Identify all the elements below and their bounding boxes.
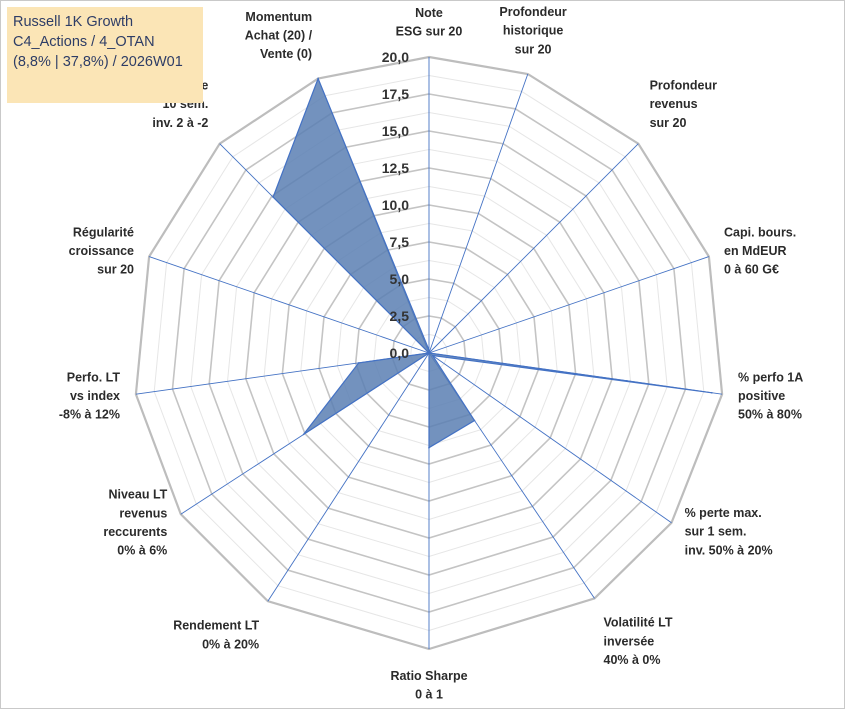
radar-series bbox=[272, 76, 713, 449]
axis-label-line: 0% à 6% bbox=[117, 544, 167, 558]
axis-label-13: Momentum Achat (20) / Vente (0) bbox=[245, 10, 313, 61]
axis-label-line: % perfo 1A bbox=[738, 371, 803, 385]
axis-label-0: Note ESG sur 20 bbox=[396, 6, 463, 39]
series-point-7 bbox=[473, 419, 476, 422]
axis-label-line: sur 20 bbox=[97, 263, 134, 277]
chart-period: (8,8% | 37,8%) / 2026W01 bbox=[13, 54, 183, 70]
series-point-13 bbox=[272, 196, 274, 198]
radar-category-labels: Note ESG sur 20 Profondeur historique sur 20… bbox=[59, 5, 803, 702]
chart-title-box: Russell 1K Growth C4_Actions / 4_OTAN (8… bbox=[7, 7, 203, 103]
axis-label-line: inv. 2 à -2 bbox=[152, 116, 208, 130]
axis-label-line: positive bbox=[738, 389, 785, 403]
axis-label-line: reccurents bbox=[103, 525, 167, 539]
series-point-12 bbox=[428, 352, 430, 354]
axis-label-line: sur 1 sem. bbox=[685, 525, 747, 539]
axis-label-line: Rendement LT bbox=[173, 619, 259, 633]
tick-label-7: 17,5 bbox=[382, 86, 409, 102]
series-point-11 bbox=[357, 362, 360, 364]
axis-label-line: vs index bbox=[70, 389, 120, 403]
series-point-8 bbox=[428, 446, 430, 449]
chart-subtitle: C4_Actions / 4_OTAN bbox=[13, 34, 155, 50]
axis-label-line: % perte max. bbox=[685, 506, 762, 520]
axis-label-10: Perfo. LT vs index -8% à 12% bbox=[59, 371, 121, 422]
axis-label-line: historique bbox=[503, 24, 563, 38]
radar-tick-labels: 0,0 2,5 5,0 7,5 10,0 12,5 15,0 17,5 20,0 bbox=[382, 49, 409, 361]
tick-label-1: 2,5 bbox=[390, 308, 410, 324]
axis-label-line: Profondeur bbox=[499, 5, 566, 19]
axis-label-6: Volatilité LT inversée 40% à 0% bbox=[604, 616, 673, 667]
spoke-2 bbox=[428, 143, 639, 354]
axis-label-line: Perfo. LT bbox=[67, 371, 121, 385]
spoke-5 bbox=[428, 352, 672, 524]
series-point-0 bbox=[428, 349, 430, 351]
chart-title: Russell 1K Growth bbox=[13, 14, 134, 30]
axis-label-line: -8% à 12% bbox=[59, 408, 120, 422]
axis-label-line: inv. 50% à 20% bbox=[685, 543, 773, 557]
tick-label-3: 7,5 bbox=[390, 234, 410, 250]
axis-label-5: % perte max. sur 1 sem. inv. 50% à 20% bbox=[685, 506, 773, 557]
axis-label-2: Profondeur revenus sur 20 bbox=[650, 79, 717, 130]
tick-label-0: 0,0 bbox=[390, 345, 410, 361]
axis-label-line: 0% à 20% bbox=[202, 637, 259, 651]
axis-label-1: Profondeur historique sur 20 bbox=[499, 5, 566, 56]
spoke-8 bbox=[267, 352, 430, 602]
axis-label-line: Momentum bbox=[245, 10, 312, 24]
spoke-11 bbox=[148, 256, 430, 354]
spoke-1 bbox=[428, 73, 529, 354]
axis-label-7: Ratio Sharpe 0 à 1 bbox=[390, 669, 467, 702]
axis-label-line: Niveau LT bbox=[108, 488, 167, 502]
series-point-10 bbox=[302, 433, 305, 436]
tick-label-6: 15,0 bbox=[382, 123, 409, 139]
series-point-14 bbox=[317, 77, 319, 80]
axis-label-line: Achat (20) / bbox=[245, 29, 313, 43]
axis-label-line: en MdEUR bbox=[724, 244, 787, 258]
axis-label-9: Niveau LT revenus reccurents 0% à 6% bbox=[103, 488, 167, 558]
tick-label-5: 12,5 bbox=[382, 160, 409, 176]
spoke-3 bbox=[428, 256, 710, 354]
tick-label-2: 5,0 bbox=[390, 271, 410, 287]
axis-label-line: Capi. bours. bbox=[724, 226, 796, 240]
axis-label-line: 50% à 80% bbox=[738, 408, 802, 422]
axis-label-line: Volatilité LT bbox=[604, 616, 673, 630]
axis-label-11: Régularité croissance sur 20 bbox=[69, 226, 134, 277]
axis-label-line: croissance bbox=[69, 244, 134, 258]
axis-label-line: Profondeur bbox=[650, 79, 717, 93]
axis-label-line: revenus bbox=[650, 97, 698, 111]
axis-label-line: Ratio Sharpe bbox=[390, 669, 467, 683]
axis-label-line: revenus bbox=[119, 506, 167, 520]
tick-label-4: 10,0 bbox=[382, 197, 409, 213]
axis-label-line: 40% à 0% bbox=[604, 653, 661, 667]
axis-label-line: sur 20 bbox=[650, 116, 687, 130]
axis-label-4: % perfo 1A positive 50% à 80% bbox=[738, 371, 803, 422]
series-point-6 bbox=[431, 354, 434, 357]
axis-label-line: inversée bbox=[604, 634, 655, 648]
axis-label-8: Rendement LT 0% à 20% bbox=[173, 619, 259, 652]
axis-label-3: Capi. bours. en MdEUR 0 à 60 G€ bbox=[724, 226, 796, 277]
tick-label-8: 20,0 bbox=[382, 49, 409, 65]
axis-label-line: ESG sur 20 bbox=[396, 24, 463, 38]
axis-label-line: sur 20 bbox=[515, 42, 552, 56]
series-point-4 bbox=[626, 380, 628, 382]
series-point-5 bbox=[711, 392, 713, 394]
axis-label-line: Vente (0) bbox=[260, 47, 312, 61]
axis-label-line: 0 à 60 G€ bbox=[724, 263, 779, 277]
axis-label-line: 0 à 1 bbox=[415, 688, 443, 702]
axis-label-line: Régularité bbox=[73, 226, 134, 240]
axis-label-line: Note bbox=[415, 6, 443, 20]
series-area-0 bbox=[272, 76, 712, 449]
